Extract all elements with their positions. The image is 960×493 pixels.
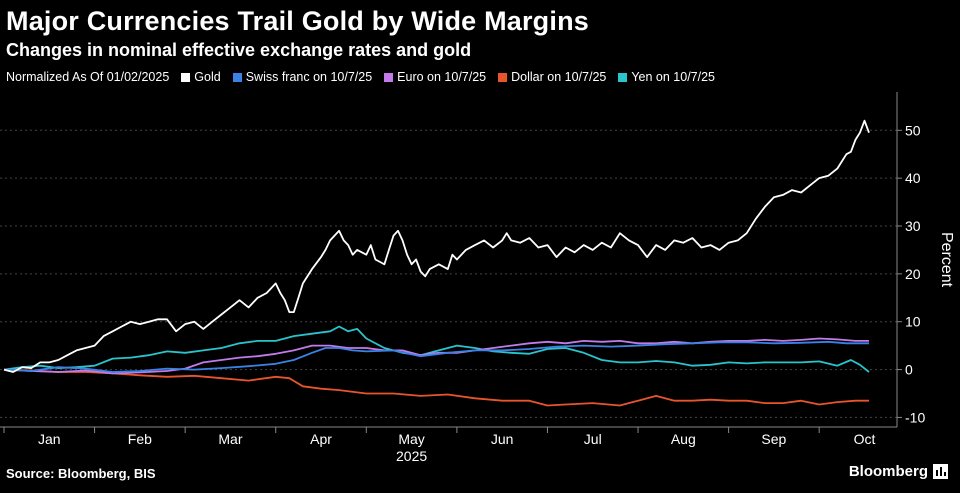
x-tick-label: Apr: [310, 431, 332, 447]
y-tick-label: 40: [905, 170, 921, 186]
legend-item-gold: Gold: [181, 70, 221, 84]
series-line-yen: [3, 325, 870, 373]
brand-name: Bloomberg: [848, 463, 928, 480]
legend-label-gold: Gold: [194, 70, 221, 84]
x-tick-label: Jan: [38, 431, 61, 447]
legend-item-euro: Euro on 10/7/25: [384, 70, 486, 84]
legend-item-yen: Yen on 10/7/25: [618, 70, 715, 84]
y-tick-label: 30: [905, 218, 921, 234]
series-line-euro: [3, 337, 869, 375]
chart-title: Major Currencies Trail Gold by Wide Marg…: [6, 6, 589, 36]
x-tick-label: May: [398, 431, 424, 447]
x-tick-label: Sep: [761, 431, 786, 447]
y-axis-title: Percent: [938, 232, 955, 288]
legend-label-swiss-franc: Swiss franc on 10/7/25: [245, 70, 373, 84]
legend-swatch-gold: [181, 72, 191, 82]
legend: Normalized As Of 01/02/2025 Gold Swiss f…: [6, 70, 727, 84]
y-tick-label: 50: [905, 122, 921, 138]
legend-label-euro: Euro on 10/7/25: [397, 70, 487, 84]
y-tick-label: 20: [905, 266, 921, 282]
brand: Bloomberg: [849, 463, 948, 480]
series-line-swiss-franc: [3, 340, 869, 373]
legend-item-swiss-franc: Swiss franc on 10/7/25: [232, 70, 373, 84]
x-tick-label: Feb: [128, 431, 152, 447]
chart-subtitle: Changes in nominal effective exchange ra…: [6, 40, 472, 60]
x-tick-label: Jun: [491, 431, 514, 447]
y-tick-label: 0: [905, 362, 913, 378]
bloomberg-logo-icon: [933, 464, 948, 479]
x-tick-label: Oct: [854, 431, 876, 447]
x-tick-label: Aug: [671, 431, 696, 447]
legend-swatch-euro: [384, 72, 394, 82]
legend-item-dollar: Dollar on 10/7/25: [498, 70, 606, 84]
series-line-gold: [3, 119, 870, 373]
legend-label-dollar: Dollar on 10/7/25: [511, 70, 607, 84]
x-year-label: 2025: [396, 448, 427, 464]
y-tick-label: 10: [905, 314, 921, 330]
legend-swatch-yen: [618, 72, 628, 82]
legend-note: Normalized As Of 01/02/2025: [6, 70, 170, 84]
y-tick-label: -10: [905, 409, 925, 425]
legend-swatch-dollar: [498, 72, 508, 82]
series-line-dollar: [3, 368, 869, 407]
legend-swatch-swiss-franc: [232, 72, 242, 82]
x-tick-label: Mar: [218, 431, 242, 447]
legend-label-yen: Yen on 10/7/25: [631, 70, 715, 84]
source-note: Source: Bloomberg, BIS: [6, 466, 156, 481]
x-tick-label: Jul: [584, 431, 602, 447]
